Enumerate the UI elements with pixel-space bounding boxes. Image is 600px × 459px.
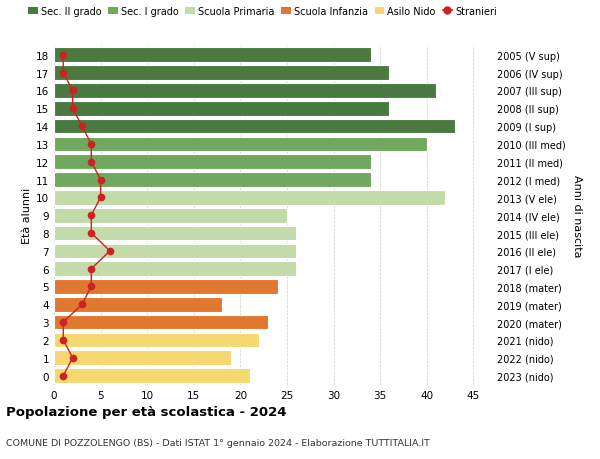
Bar bbox=[54, 244, 296, 258]
Bar bbox=[54, 155, 371, 170]
Y-axis label: Anni di nascita: Anni di nascita bbox=[572, 174, 582, 257]
Bar bbox=[54, 208, 287, 223]
Bar bbox=[54, 66, 389, 81]
Legend: Sec. II grado, Sec. I grado, Scuola Primaria, Scuola Infanzia, Asilo Nido, Stran: Sec. II grado, Sec. I grado, Scuola Prim… bbox=[28, 6, 497, 17]
Text: Popolazione per età scolastica - 2024: Popolazione per età scolastica - 2024 bbox=[6, 405, 287, 419]
Bar bbox=[54, 280, 278, 294]
Bar bbox=[54, 119, 455, 134]
Bar bbox=[54, 137, 427, 152]
Bar bbox=[54, 173, 371, 187]
Bar bbox=[54, 48, 371, 63]
Y-axis label: Età alunni: Età alunni bbox=[22, 188, 32, 244]
Bar bbox=[54, 84, 436, 99]
Bar bbox=[54, 226, 296, 241]
Bar bbox=[54, 315, 268, 330]
Bar bbox=[54, 102, 389, 116]
Bar bbox=[54, 262, 296, 276]
Bar bbox=[54, 190, 445, 205]
Bar bbox=[54, 351, 231, 365]
Text: COMUNE DI POZZOLENGO (BS) - Dati ISTAT 1° gennaio 2024 - Elaborazione TUTTITALIA: COMUNE DI POZZOLENGO (BS) - Dati ISTAT 1… bbox=[6, 438, 430, 447]
Bar bbox=[54, 369, 250, 383]
Bar bbox=[54, 297, 222, 312]
Bar bbox=[54, 333, 259, 347]
